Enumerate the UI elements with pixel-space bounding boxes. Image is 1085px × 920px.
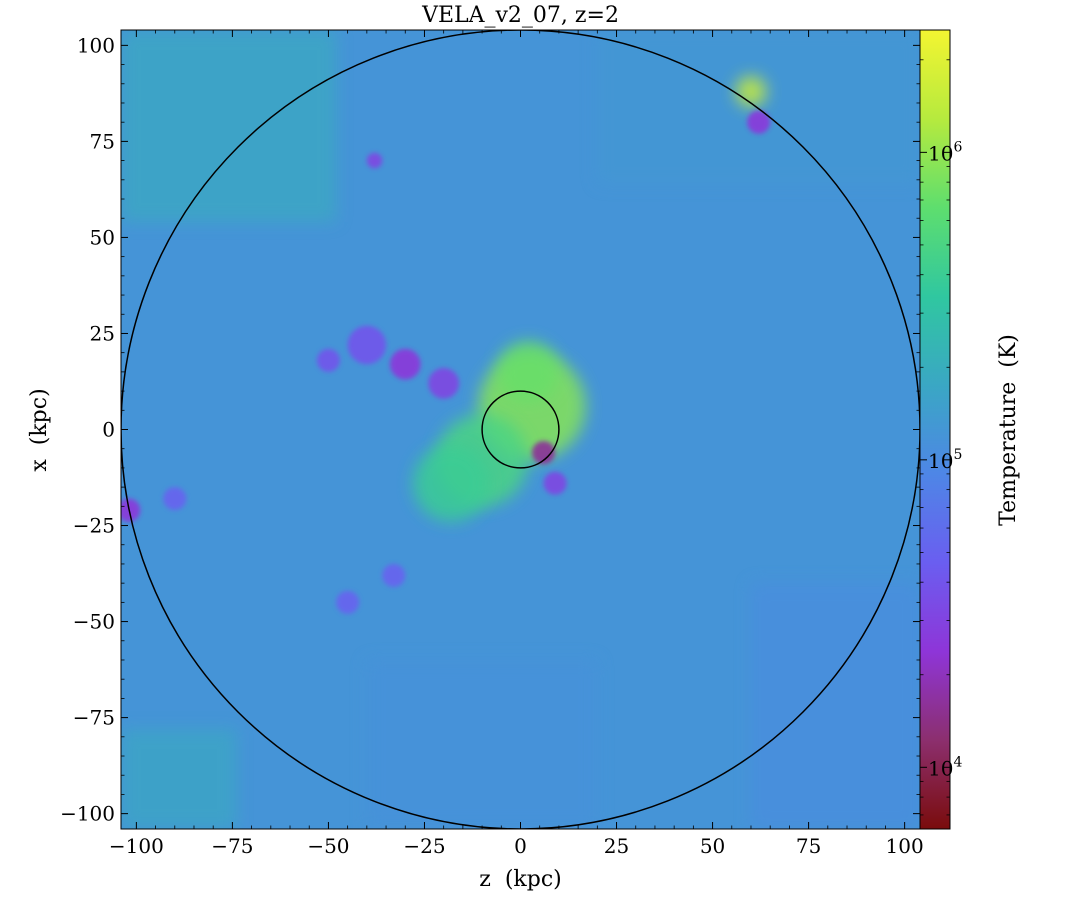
y-tick-label: 50: [90, 225, 115, 249]
x-tick-label: 75: [796, 834, 821, 858]
colorbar-ticks: 104 105 106: [920, 59, 962, 816]
colorbar-tick-label: 105: [928, 447, 962, 473]
hot-gas-region: [497, 341, 559, 403]
inner-radius-circle: [481, 390, 560, 469]
y-axis-label: x (kpc): [27, 388, 52, 471]
cold-gas-filament: [366, 152, 383, 169]
x-tick-label: 25: [604, 834, 629, 858]
y-tick-label: 100: [77, 33, 115, 57]
y-tick-label: 0: [102, 418, 115, 442]
refinement-patch: [366, 659, 598, 829]
cold-gas-filament: [347, 325, 387, 365]
y-tick-label: 25: [90, 321, 115, 345]
plot-area: [121, 30, 920, 829]
colorbar-label: Temperature (K): [996, 334, 1021, 526]
cold-gas-filament: [316, 348, 340, 372]
cold-gas-filament: [336, 590, 360, 614]
refinement-patch: [750, 583, 920, 829]
x-tick-label: −100: [109, 834, 164, 858]
temperature-patches: [121, 30, 920, 829]
hot-gas-region: [412, 444, 490, 522]
cold-gas-filament: [532, 441, 556, 465]
x-tick-label: −25: [403, 834, 445, 858]
x-tick-label: 0: [514, 834, 527, 858]
y-tick-label: −100: [60, 802, 115, 826]
colorbar: [920, 30, 950, 829]
cold-gas-filament: [163, 487, 187, 511]
chart-title: VELA_v2_07, z=2: [421, 3, 619, 28]
refinement-patch: [597, 30, 920, 184]
cold-gas-filament: [543, 471, 567, 495]
x-tick-label: −50: [307, 834, 349, 858]
x-tick-label: 50: [700, 834, 725, 858]
cold-gas-filament: [121, 498, 141, 522]
x-tick-label: 100: [886, 834, 924, 858]
colorbar-tick-label: 104: [928, 754, 962, 780]
x-tick-label: −75: [211, 834, 253, 858]
x-axis-label: z (kpc): [479, 867, 561, 892]
y-tick-label: 75: [90, 129, 115, 153]
cold-gas-filament: [389, 348, 421, 380]
y-tick-label: −75: [73, 706, 115, 730]
colorbar-tick-label: 106: [928, 139, 962, 165]
y-tick-label: −25: [73, 514, 115, 538]
colorbar-frame: [919, 29, 951, 830]
radius-circles: [121, 30, 920, 829]
cold-gas-filament: [428, 368, 460, 399]
refinement-patch: [121, 729, 237, 829]
cold-gas-filament: [747, 110, 771, 134]
temperature-features: [121, 76, 771, 614]
y-axis-ticks: −100 −75 −50 −25 0 25 50 75 100: [60, 33, 920, 826]
refinement-patch: [121, 30, 337, 223]
y-tick-label: −50: [73, 610, 115, 634]
cold-gas-filament: [382, 563, 406, 587]
x-axis-ticks: −100 −75 −50 −25 0 25 50 75 100: [109, 30, 924, 858]
hot-gas-region: [735, 76, 767, 107]
